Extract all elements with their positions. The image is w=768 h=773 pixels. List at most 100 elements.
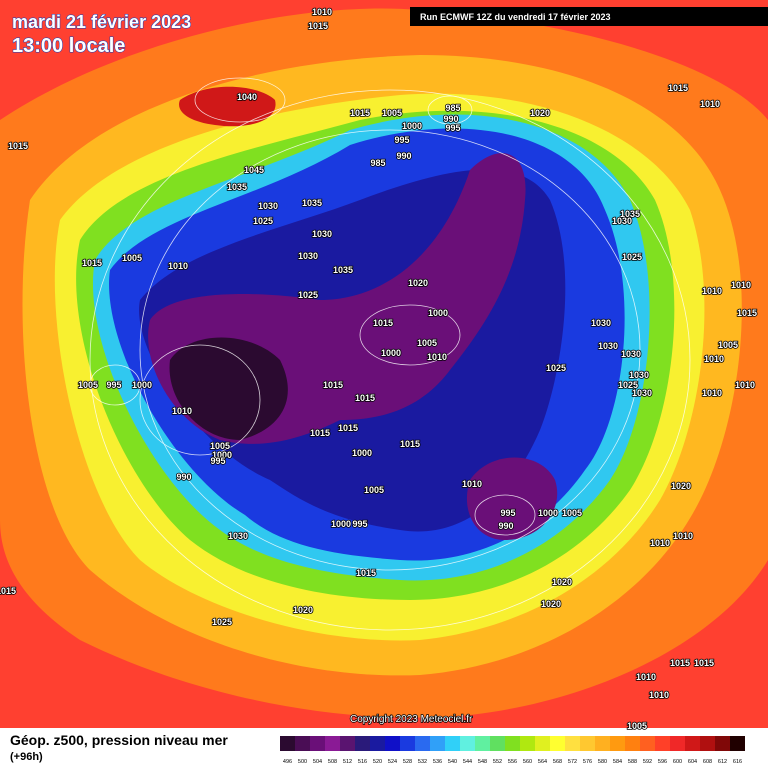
pressure-label: 1015 <box>356 568 376 578</box>
colorbar-swatch <box>340 736 355 751</box>
colorbar-label: 580 <box>598 759 607 765</box>
pressure-label: 995 <box>106 380 121 390</box>
colorbar-swatch <box>310 736 325 751</box>
colorbar-swatch <box>595 736 610 751</box>
pressure-label: 1025 <box>546 363 566 373</box>
pressure-label: 1000 <box>352 448 372 458</box>
pressure-label: 1030 <box>258 201 278 211</box>
copyright: Copyright 2023 Meteociel.fr <box>350 714 473 725</box>
pressure-label: 1005 <box>364 485 384 495</box>
pressure-label: 1010 <box>731 280 751 290</box>
pressure-label: 1035 <box>620 209 640 219</box>
colorbar-swatch <box>670 736 685 751</box>
colorbar-label: 608 <box>703 759 712 765</box>
pressure-label: 1015 <box>670 658 690 668</box>
pressure-label: 1015 <box>355 393 375 403</box>
pressure-label: 1025 <box>212 617 232 627</box>
isobars <box>89 77 691 631</box>
pressure-label: 1025 <box>298 290 318 300</box>
colorbar-label: 576 <box>583 759 592 765</box>
pressure-label: 1005 <box>78 380 98 390</box>
pressure-label: 1030 <box>598 341 618 351</box>
colorbar-swatch <box>295 736 310 751</box>
pressure-label: 1000 <box>402 121 422 131</box>
pressure-label: 1030 <box>591 318 611 328</box>
pressure-label: 1030 <box>632 388 652 398</box>
pressure-label: 1045 <box>244 165 264 175</box>
pressure-label: 1010 <box>704 354 724 364</box>
pressure-label: 1005 <box>417 338 437 348</box>
pressure-label: 1020 <box>671 481 691 491</box>
pressure-label: 1010 <box>700 99 720 109</box>
pressure-label: 1000 <box>331 519 351 529</box>
pressure-label: 1015 <box>310 428 330 438</box>
colorbar-swatch <box>655 736 670 751</box>
pressure-label: 1020 <box>408 278 428 288</box>
pressure-label: 1030 <box>298 251 318 261</box>
colorbar-label: 588 <box>628 759 637 765</box>
pressure-label: 1015 <box>8 141 28 151</box>
pressure-label: 1010 <box>427 352 447 362</box>
colorbar-swatch <box>610 736 625 751</box>
colorbar-label: 500 <box>298 759 307 765</box>
pressure-label: 1020 <box>293 605 313 615</box>
pressure-label: 985 <box>445 103 460 113</box>
pressure-label: 1020 <box>541 599 561 609</box>
colorbar-label: 584 <box>613 759 622 765</box>
colorbar: 496 500 504 508 512 516 520 524 528 532 536 540 544 5… <box>280 736 745 765</box>
legend: Géop. z500, pression niveau mer (+96h) 4… <box>10 732 745 765</box>
legend-lead: (+96h) <box>10 751 43 763</box>
colorbar-label: 508 <box>328 759 337 765</box>
pressure-label: 995 <box>445 123 460 133</box>
colorbar-label: 552 <box>493 759 502 765</box>
pressure-label: 1030 <box>228 531 248 541</box>
colorbar-label: 536 <box>433 759 442 765</box>
pressure-label: 1015 <box>0 586 16 596</box>
pressure-label: 1010 <box>462 479 482 489</box>
pressure-label: 1015 <box>694 658 714 668</box>
forecast-date: mardi 21 février 2023 <box>12 12 191 32</box>
pressure-label: 995 <box>352 519 367 529</box>
pressure-label: 1010 <box>735 380 755 390</box>
colorbar-swatch <box>505 736 520 751</box>
colorbar-swatch <box>625 736 640 751</box>
pressure-label: 1010 <box>636 672 656 682</box>
pressure-label: 990 <box>396 151 411 161</box>
pressure-label: 1015 <box>338 423 358 433</box>
legend-title: Géop. z500, pression niveau mer <box>10 732 228 748</box>
pressure-label: 990 <box>176 472 191 482</box>
pressure-label: 1010 <box>172 406 192 416</box>
pressure-label: 1000 <box>428 308 448 318</box>
colorbar-swatch <box>580 736 595 751</box>
pressure-label: 990 <box>443 114 458 124</box>
pressure-label: 1005 <box>210 441 230 451</box>
colorbar-swatch <box>385 736 400 751</box>
colorbar-swatch <box>370 736 385 751</box>
pressure-label: 1005 <box>382 108 402 118</box>
colorbar-swatch <box>640 736 655 751</box>
pressure-label: 1010 <box>168 261 188 271</box>
colorbar-swatch <box>355 736 370 751</box>
pressure-label: 1015 <box>350 108 370 118</box>
colorbar-label: 592 <box>643 759 652 765</box>
run-info: Run ECMWF 12Z du vendredi 17 février 202… <box>420 12 611 22</box>
pressure-label: 1010 <box>650 538 670 548</box>
colorbar-label: 504 <box>313 759 322 765</box>
pressure-label: 1005 <box>122 253 142 263</box>
pressure-label: 1005 <box>718 340 738 350</box>
colorbar-label: 568 <box>553 759 562 765</box>
pressure-label: 1040 <box>237 92 257 102</box>
pressure-label: 1025 <box>253 216 273 226</box>
colorbar-label: 528 <box>403 759 412 765</box>
colorbar-swatch <box>325 736 340 751</box>
colorbar-label: 516 <box>358 759 367 765</box>
pressure-label: 1010 <box>702 286 722 296</box>
colorbar-label: 520 <box>373 759 382 765</box>
pressure-label: 1030 <box>621 349 641 359</box>
colorbar-swatch <box>730 736 745 751</box>
pressure-label: 1015 <box>308 21 328 31</box>
colorbar-swatch <box>475 736 490 751</box>
pressure-label: 1015 <box>373 318 393 328</box>
pressure-label: 1030 <box>612 216 632 226</box>
pressure-label: 1015 <box>400 439 420 449</box>
